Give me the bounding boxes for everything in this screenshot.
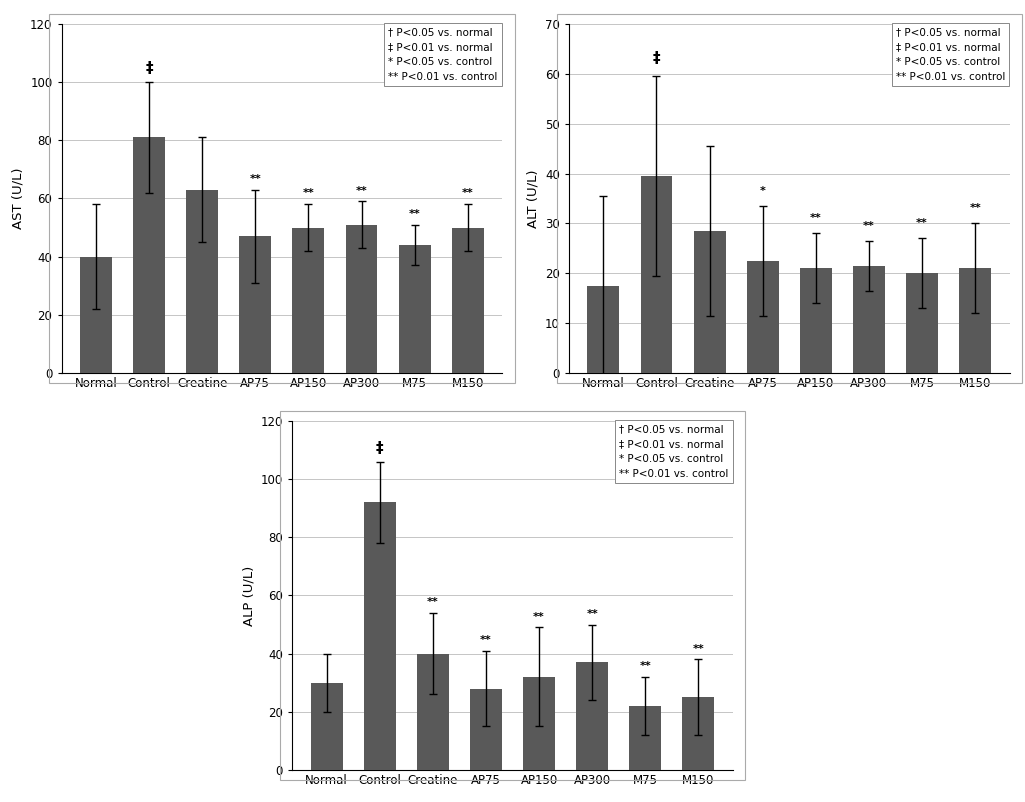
Bar [694,231,726,373]
Bar [417,654,449,770]
Text: **: ** [409,209,420,219]
Bar [629,706,661,770]
Bar [906,273,938,373]
Bar [240,237,272,373]
Bar [311,683,342,770]
Text: ‡: ‡ [653,51,660,67]
Text: **: ** [640,661,651,671]
Text: **: ** [533,612,545,622]
Bar [800,268,831,373]
Bar [683,697,714,770]
Y-axis label: ALP (U/L): ALP (U/L) [242,565,255,626]
Bar [452,228,484,373]
Text: ‡: ‡ [146,62,153,76]
Bar [80,257,112,373]
Text: *: * [760,186,766,196]
Bar [641,176,672,373]
Bar [587,286,619,373]
Text: **: ** [249,174,261,184]
Bar [853,265,885,373]
Bar [187,190,218,373]
Bar [292,228,324,373]
Text: **: ** [302,188,315,199]
Y-axis label: AST (U/L): AST (U/L) [11,168,25,229]
Bar [133,137,165,373]
Text: **: ** [427,597,439,607]
Bar [959,268,991,373]
Bar [747,261,779,373]
Bar [523,677,555,770]
Text: **: ** [586,609,598,619]
Bar [470,688,502,770]
Text: † P<0.05 vs. normal
‡ P<0.01 vs. normal
* P<0.05 vs. control
** P<0.01 vs. contr: † P<0.05 vs. normal ‡ P<0.01 vs. normal … [619,424,729,479]
Text: **: ** [970,204,981,213]
Bar [399,245,430,373]
Bar [364,502,396,770]
Text: † P<0.05 vs. normal
‡ P<0.01 vs. normal
* P<0.05 vs. control
** P<0.01 vs. contr: † P<0.05 vs. normal ‡ P<0.01 vs. normal … [388,27,498,82]
Text: **: ** [693,644,704,654]
Text: **: ** [480,635,492,645]
Text: † P<0.05 vs. normal
‡ P<0.01 vs. normal
* P<0.05 vs. control
** P<0.01 vs. contr: † P<0.05 vs. normal ‡ P<0.01 vs. normal … [896,27,1006,82]
Bar [576,662,608,770]
Y-axis label: ALT (U/L): ALT (U/L) [527,169,539,228]
Text: **: ** [356,185,367,196]
Text: **: ** [810,213,822,224]
Text: **: ** [462,188,474,199]
Text: **: ** [863,221,874,231]
Text: ‡: ‡ [376,441,383,456]
Text: **: ** [916,218,928,229]
Bar [345,225,377,373]
